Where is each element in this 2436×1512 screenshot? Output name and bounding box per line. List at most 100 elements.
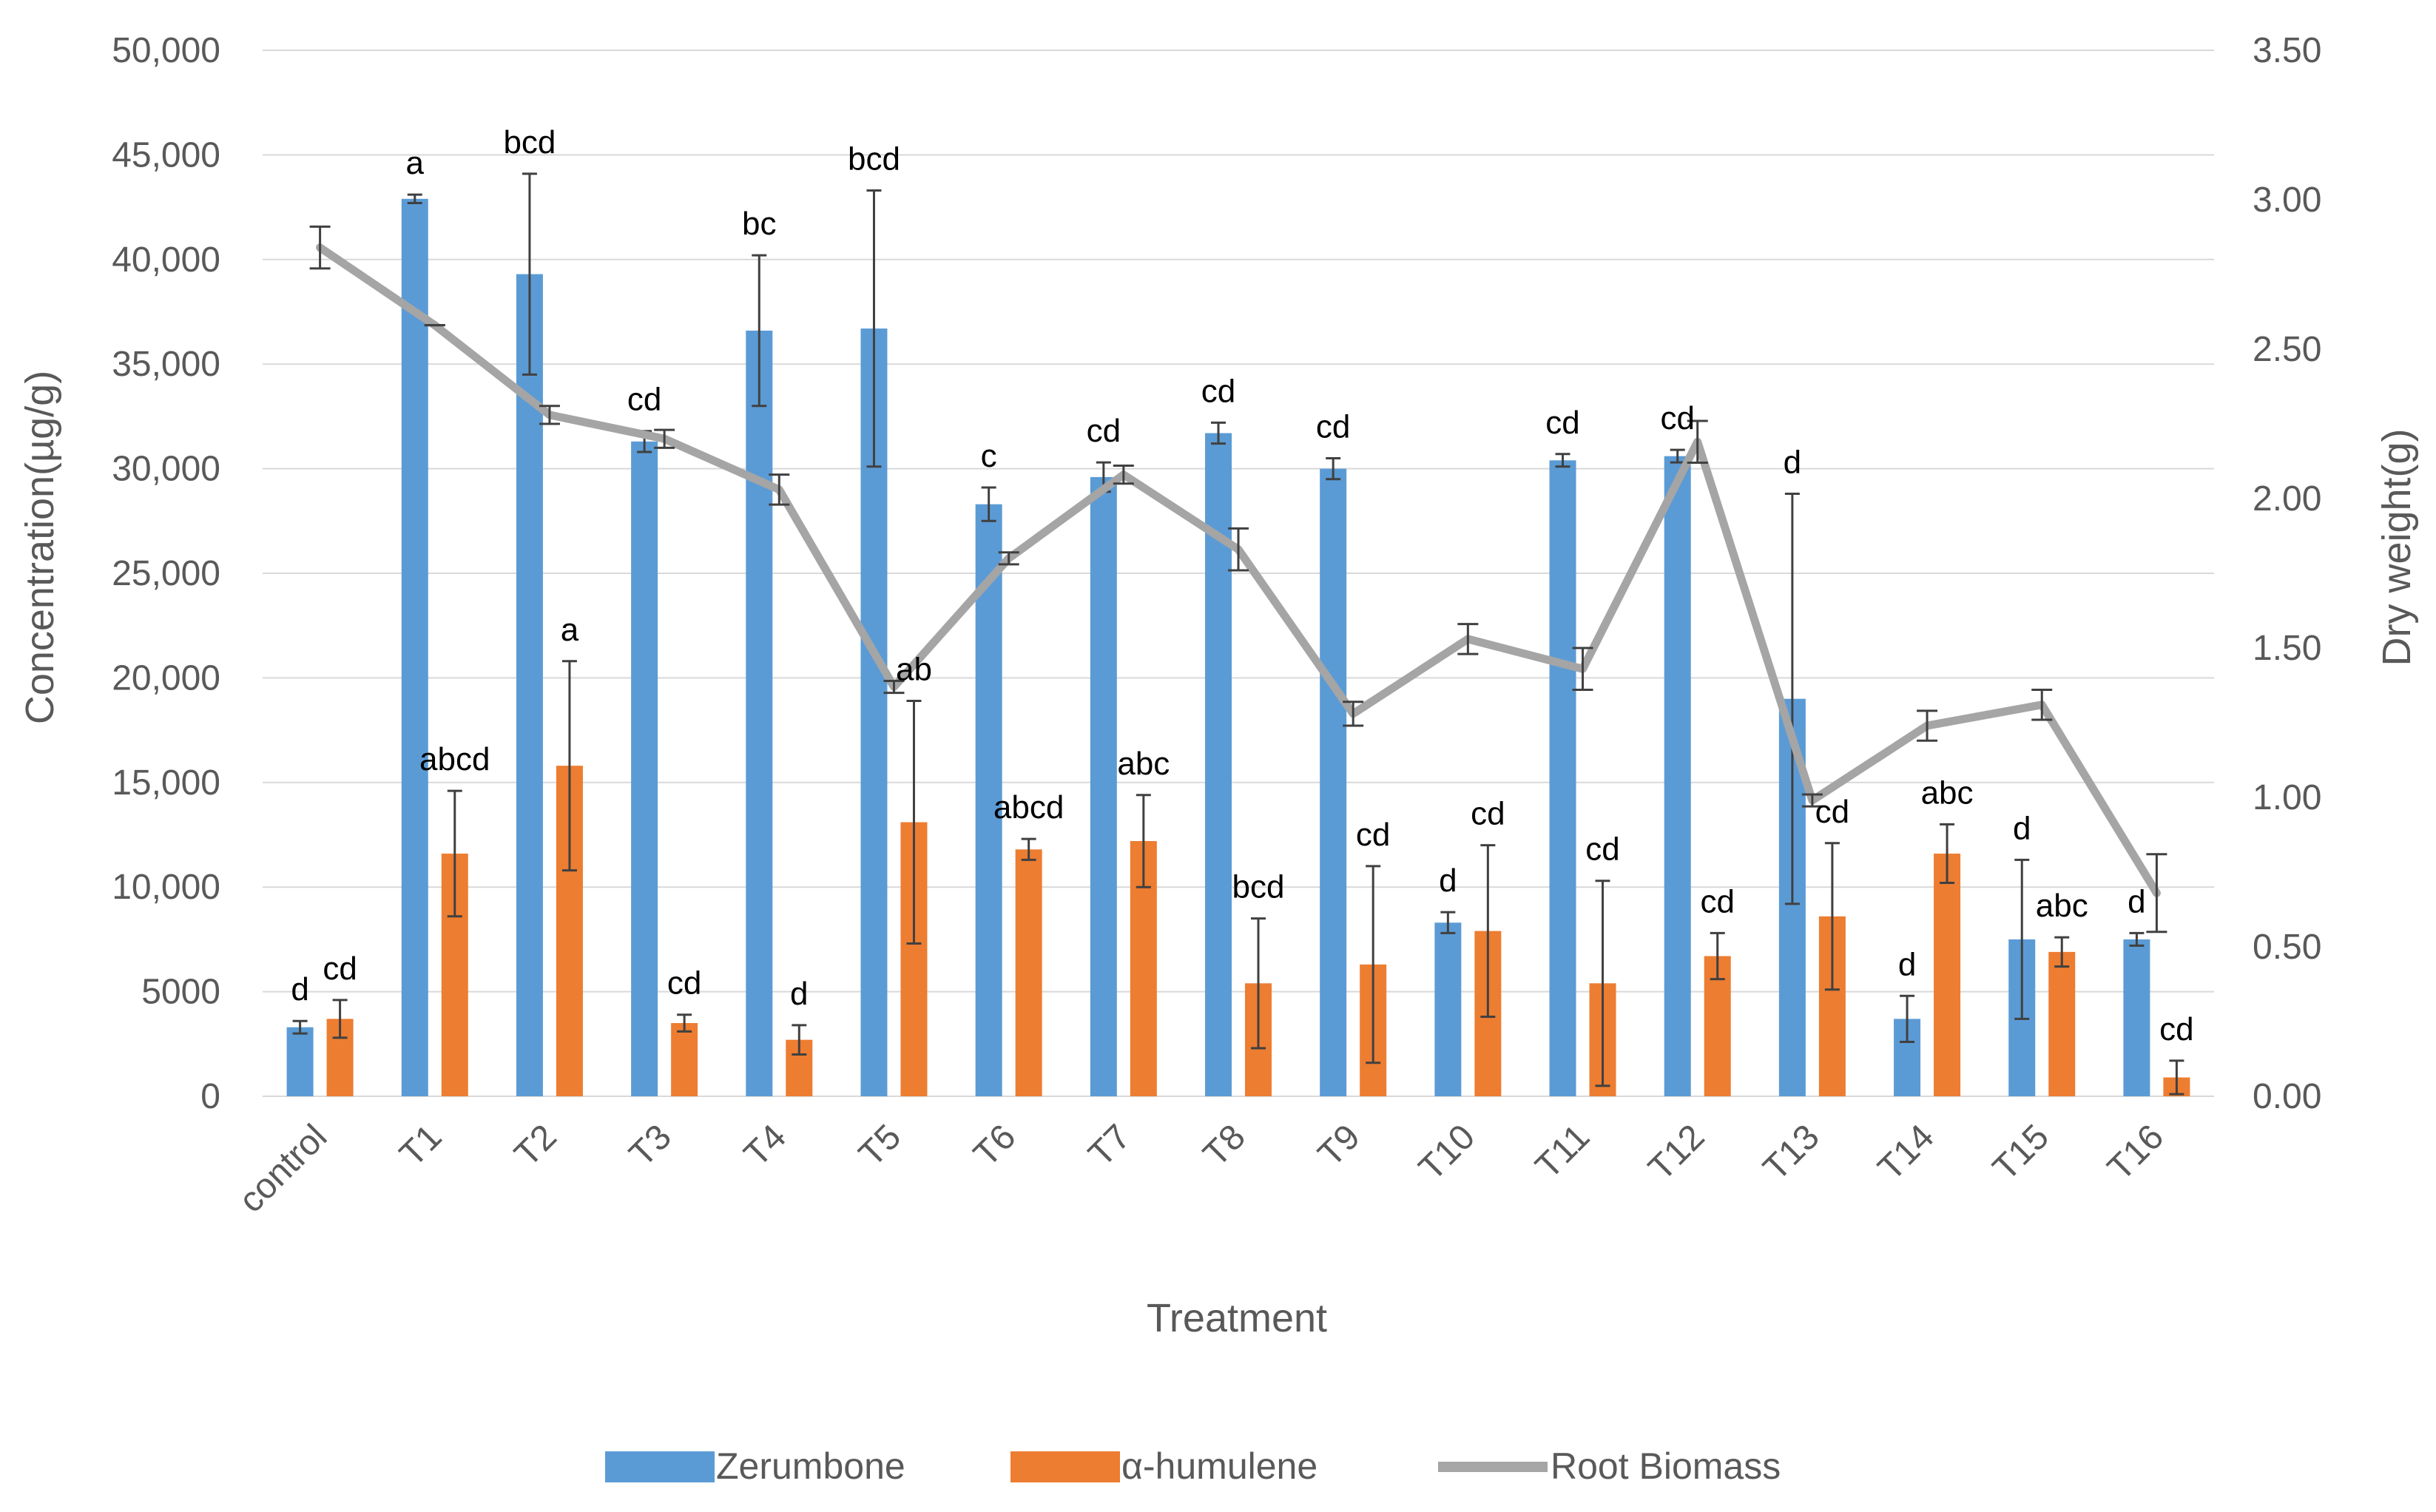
- data-label-humulene-t5: ab: [896, 652, 932, 688]
- y-right-tick-label: 2.50: [2253, 330, 2321, 369]
- bar-humulene-t15: [2048, 951, 2076, 1096]
- bar-humulene-t3: [671, 1023, 698, 1096]
- x-tick-label-t1: T1: [392, 1117, 449, 1174]
- bars: [286, 172, 2190, 1097]
- data-label-zerumbone-t1: a: [406, 145, 425, 181]
- data-label-humulene-t15: abc: [2036, 888, 2088, 924]
- data-label-zerumbone-t13: d: [1784, 445, 1801, 481]
- data-label-zerumbone-t5: bcd: [848, 141, 900, 177]
- y-right-tick-label: 1.50: [2253, 629, 2321, 668]
- y-left-tick-label: 0: [200, 1077, 220, 1116]
- data-label-zerumbone-t11: cd: [1545, 405, 1579, 441]
- x-tick-label-t10: T10: [1411, 1117, 1482, 1188]
- y-right-tick-label: 0.00: [2253, 1077, 2321, 1116]
- data-label-humulene-t6: abcd: [993, 789, 1064, 826]
- data-label-humulene-t9: cd: [1356, 817, 1390, 853]
- bar-zerumbone-t16: [2123, 939, 2150, 1096]
- y-left-tick-label: 45,000: [112, 135, 220, 175]
- data-label-humulene-t2: a: [561, 612, 579, 648]
- data-label-zerumbone-t7: cd: [1087, 413, 1121, 449]
- data-label-humulene-t7: abc: [1117, 746, 1170, 782]
- legend-label-root-biomass: Root Biomass: [1551, 1445, 1781, 1487]
- legend-label-zerumbone: Zerumbone: [716, 1445, 905, 1487]
- data-label-humulene-t11: cd: [1585, 831, 1619, 868]
- x-tick-label-t7: T7: [1082, 1117, 1138, 1174]
- data-label-zerumbone-t3: cd: [627, 382, 661, 418]
- y-left-tick-label: 30,000: [112, 450, 220, 489]
- root-biomass-line: [309, 225, 2167, 934]
- y-left-tick-label: 35,000: [112, 345, 220, 384]
- y-right-tick-label: 1.00: [2253, 778, 2321, 817]
- x-tick-label-t12: T12: [1642, 1117, 1713, 1188]
- y-left-tick-label: 15,000: [112, 763, 220, 803]
- data-label-zerumbone-t6: c: [981, 438, 997, 474]
- x-tick-label-t6: T6: [966, 1117, 1023, 1174]
- gridlines: [263, 50, 2214, 1097]
- bar-zerumbone-t3: [631, 441, 658, 1096]
- data-label-zerumbone-t16: d: [2128, 883, 2145, 919]
- y-axis-left-title: Concentration(µg/g): [18, 371, 62, 724]
- y-right-tick-label: 3.00: [2253, 180, 2321, 220]
- data-label-zerumbone-t2: bcd: [503, 124, 556, 161]
- data-label-zerumbone-t8: cd: [1201, 373, 1235, 409]
- x-tick-label-t15: T15: [1985, 1117, 2057, 1188]
- data-label-zerumbone-t10: d: [1439, 863, 1457, 899]
- data-label-humulene-t13: cd: [1815, 794, 1849, 830]
- y-left-tick-label: 10,000: [112, 868, 220, 907]
- legend-item-zerumbone: Zerumbone: [605, 1445, 905, 1487]
- legend-swatch-alpha-humulene: [1010, 1451, 1120, 1482]
- data-label-humulene-t8: bcd: [1232, 869, 1285, 905]
- y-right-tick-label: 0.50: [2253, 928, 2321, 967]
- bar-zerumbone-t9: [1320, 468, 1347, 1096]
- y-left-tick-label: 5000: [141, 973, 220, 1012]
- data-label-humulene-t1: abcd: [419, 741, 490, 777]
- bar-zerumbone-t4: [746, 330, 773, 1096]
- y-right-tick-label: 3.50: [2253, 31, 2321, 70]
- y-axis-right-title: Dry weight(g): [2375, 428, 2419, 666]
- y-left-tick-label: 50,000: [112, 31, 220, 70]
- x-axis-title: Treatment: [1147, 1296, 1327, 1340]
- data-label-zerumbone-t15: d: [2013, 810, 2031, 846]
- legend-item-alpha-humulene: α-humulene: [1010, 1445, 1317, 1487]
- x-tick-label-t11: T11: [1528, 1117, 1597, 1186]
- bar-zerumbone-t6: [975, 504, 1002, 1096]
- legend-label-alpha-humulene: α-humulene: [1121, 1445, 1317, 1487]
- data-label-humulene-t4: d: [790, 976, 808, 1012]
- bar-zerumbone-t1: [401, 198, 428, 1097]
- legend: Zerumbone α-humulene Root Biomass: [605, 1445, 1781, 1487]
- x-tick-label-t8: T8: [1196, 1117, 1253, 1174]
- data-label-humulene-t10: cd: [1471, 796, 1505, 832]
- x-tick-label-t4: T4: [737, 1117, 794, 1174]
- bar-zerumbone-t12: [1664, 456, 1691, 1096]
- x-tick-label-t14: T14: [1871, 1117, 1942, 1188]
- x-tick-label-t9: T9: [1311, 1117, 1368, 1174]
- x-tick-label-t5: T5: [851, 1117, 908, 1174]
- data-label-humulene-t12: cd: [1700, 883, 1734, 919]
- legend-item-root-biomass: Root Biomass: [1438, 1445, 1781, 1487]
- bar-zerumbone-t11: [1549, 460, 1576, 1096]
- x-tick-label-t16: T16: [2100, 1117, 2171, 1188]
- bar-zerumbone-t7: [1090, 476, 1117, 1096]
- x-tick-label-t13: T13: [1756, 1117, 1827, 1188]
- data-label-zerumbone-t12: cd: [1660, 400, 1694, 436]
- bar-humulene-t6: [1015, 849, 1042, 1096]
- bar-zerumbone-t10: [1434, 922, 1462, 1096]
- y-right-tick-label: 2.00: [2253, 479, 2321, 519]
- data-label-zerumbone-t9: cd: [1316, 408, 1350, 445]
- data-label-humulene-t3: cd: [667, 965, 701, 1002]
- y-left-tick-label: 25,000: [112, 554, 220, 593]
- data-label-zerumbone-control: d: [291, 971, 308, 1008]
- data-label-humulene-control: cd: [323, 951, 357, 987]
- y-left-tick-label: 40,000: [112, 240, 220, 280]
- x-tick-label-control: control: [232, 1117, 334, 1220]
- data-label-zerumbone-t14: d: [1898, 946, 1916, 982]
- bar-humulene-t14: [1934, 853, 1961, 1096]
- data-label-zerumbone-t4: bc: [742, 206, 776, 242]
- bar-zerumbone-control: [286, 1027, 314, 1096]
- x-tick-label-t2: T2: [507, 1117, 564, 1174]
- y-left-tick-label: 20,000: [112, 658, 220, 698]
- data-label-humulene-t16: cd: [2159, 1011, 2193, 1047]
